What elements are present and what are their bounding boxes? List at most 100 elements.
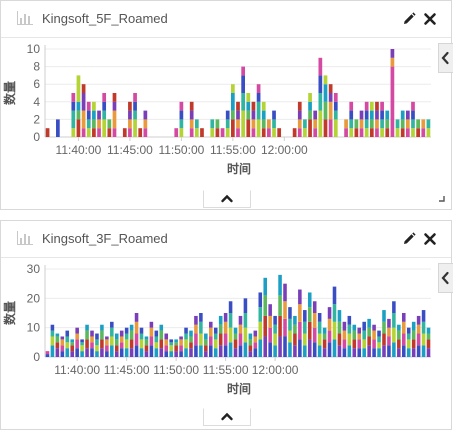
bar-segment [56, 348, 60, 357]
bar-segment [135, 334, 139, 346]
bar-segment [61, 345, 65, 351]
bar-segment [46, 351, 50, 354]
side-expand-tab[interactable] [438, 43, 453, 73]
bar-segment [92, 119, 96, 128]
bar-segment [219, 325, 223, 334]
bar-segment [189, 336, 193, 342]
bar-segment [120, 331, 124, 337]
bar-segment [199, 322, 203, 334]
bar-segment [51, 345, 55, 357]
bar-segment [65, 342, 69, 348]
bar-segment [283, 284, 287, 302]
bar-segment [164, 345, 168, 351]
bar-segment [169, 339, 173, 342]
bar-segment [107, 119, 111, 128]
chevron-left-icon [439, 264, 452, 292]
bar-segment [257, 102, 261, 120]
bar-segment [362, 339, 366, 348]
bar-segment [380, 119, 384, 128]
resize-corner-icon[interactable] [438, 195, 446, 203]
bar-segment [401, 128, 405, 137]
bar-segment [204, 345, 208, 351]
bar-segment [288, 331, 292, 343]
bar-segment [298, 322, 302, 340]
bar-segment [80, 339, 84, 342]
bar-segment [150, 336, 154, 345]
bar-segment [372, 348, 376, 357]
bar-segment [355, 119, 359, 128]
bar-segment [125, 328, 129, 334]
bar-segment [71, 111, 75, 129]
bar-segment [362, 348, 366, 357]
bar-segment [70, 339, 74, 342]
bar-segment [95, 334, 99, 340]
bar-segment [412, 331, 416, 340]
bar-segment [140, 339, 144, 348]
bar-segment [115, 334, 119, 340]
bar-segment [244, 298, 248, 313]
y-tick-label: 6 [33, 77, 40, 91]
bar-segment [160, 348, 164, 357]
bar-segment [102, 93, 106, 102]
pencil-icon[interactable] [402, 12, 416, 26]
bar-segment [268, 304, 272, 316]
bar-segment [239, 325, 243, 334]
x-tick-label: 11:55:00 [210, 143, 256, 157]
collapse-button[interactable] [203, 408, 251, 426]
bar-segment [200, 128, 204, 137]
bar-segment [353, 325, 357, 331]
bar-segment [343, 348, 347, 357]
collapse-button[interactable] [203, 190, 251, 208]
bar-segment [283, 301, 287, 319]
bar-segment [120, 336, 124, 342]
bar-segment [370, 102, 374, 111]
close-icon[interactable] [423, 232, 437, 246]
bar-segment [144, 119, 148, 128]
bar-segment [254, 348, 258, 357]
bar-segment [417, 334, 421, 346]
bar-segment [135, 345, 139, 357]
bar-segment [262, 119, 266, 128]
bar-segment [324, 75, 328, 84]
bar-segment [244, 328, 248, 343]
bar-segment [46, 128, 50, 137]
y-tick-label: 2 [33, 112, 40, 126]
bar-segment [195, 119, 199, 128]
bar-segment [130, 325, 134, 331]
bar-segment [422, 322, 426, 334]
bar-segment [365, 119, 369, 128]
bar-segment [370, 119, 374, 128]
bar-segment [362, 331, 366, 340]
bar-segment [144, 111, 148, 120]
x-tick-label: 11:45:00 [107, 143, 153, 157]
chevron-left-icon [439, 44, 452, 72]
bar-chart-icon [17, 11, 33, 25]
bar-segment [224, 322, 228, 334]
bar-segment [224, 334, 228, 346]
close-icon[interactable] [423, 12, 437, 26]
bar-segment [61, 336, 65, 339]
bar-segment [349, 128, 353, 137]
bar-segment [328, 331, 332, 343]
bar-segment [61, 351, 65, 357]
bar-segment [329, 84, 333, 93]
bar-segment [160, 325, 164, 331]
bar-segment [239, 334, 243, 346]
bar-segment [46, 354, 50, 357]
bar-segment [318, 313, 322, 322]
bar-segment [397, 339, 401, 348]
bar-segment [115, 351, 119, 357]
bar-segment [328, 342, 332, 357]
bar-segment [258, 322, 262, 340]
bar-segment [344, 119, 348, 128]
pencil-icon[interactable] [402, 232, 416, 246]
bar-segment [241, 111, 245, 137]
side-expand-tab[interactable] [438, 263, 453, 293]
bar-segment [80, 351, 84, 357]
bar-segment [87, 128, 91, 137]
bar-segment [145, 339, 149, 345]
bar-segment [367, 345, 371, 357]
bar-segment [77, 119, 81, 137]
bar-segment [278, 316, 282, 337]
bar-segment [241, 75, 245, 93]
